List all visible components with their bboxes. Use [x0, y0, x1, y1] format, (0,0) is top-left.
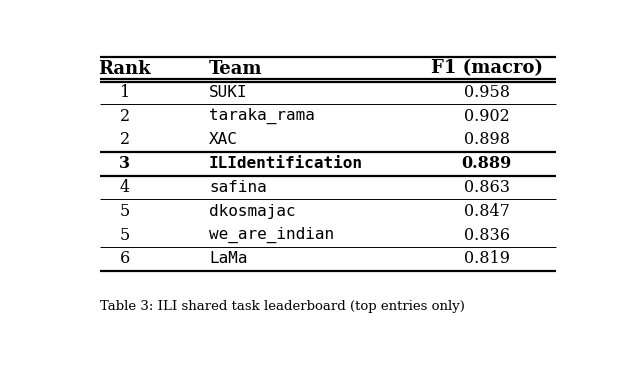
- Text: 1: 1: [120, 84, 130, 101]
- Text: 0.847: 0.847: [464, 203, 509, 220]
- Text: taraka_rama: taraka_rama: [209, 108, 315, 124]
- Text: 0.958: 0.958: [464, 84, 509, 101]
- Text: 0.902: 0.902: [464, 108, 509, 124]
- Text: we_are_indian: we_are_indian: [209, 227, 334, 243]
- Text: 2: 2: [120, 108, 130, 124]
- Text: 6: 6: [120, 250, 130, 268]
- Text: 4: 4: [120, 179, 130, 196]
- Text: 3: 3: [119, 155, 130, 172]
- Text: 0.819: 0.819: [464, 250, 509, 268]
- Text: 5: 5: [120, 203, 130, 220]
- Text: 5: 5: [120, 227, 130, 244]
- Text: XAC: XAC: [209, 132, 238, 147]
- Text: 0.863: 0.863: [464, 179, 509, 196]
- Text: Team: Team: [209, 60, 262, 78]
- Text: Table 3: ILI shared task leaderboard (top entries only): Table 3: ILI shared task leaderboard (to…: [100, 299, 465, 313]
- Text: SUKI: SUKI: [209, 85, 248, 100]
- Text: LaMa: LaMa: [209, 251, 248, 266]
- Text: 2: 2: [120, 131, 130, 148]
- Text: dkosmajac: dkosmajac: [209, 204, 296, 219]
- Text: 0.889: 0.889: [461, 155, 512, 172]
- Text: Rank: Rank: [99, 60, 151, 78]
- Text: safina: safina: [209, 180, 267, 195]
- Text: F1 (macro): F1 (macro): [431, 60, 543, 78]
- Text: 0.836: 0.836: [464, 227, 509, 244]
- Text: 0.898: 0.898: [464, 131, 509, 148]
- Text: ILIdentification: ILIdentification: [209, 156, 363, 171]
